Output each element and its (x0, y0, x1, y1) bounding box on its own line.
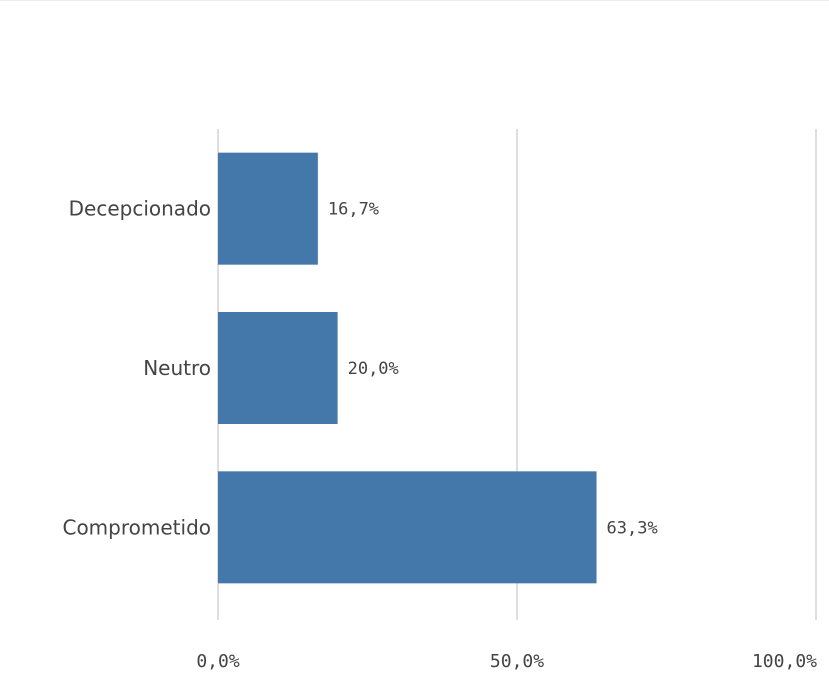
x-axis-ticks-group: 0,0% 50,0% 100,0% (196, 651, 817, 672)
value-labels-group: 16,7% 20,0% 63,3% (328, 200, 658, 539)
x-tick-label: 100,0% (752, 651, 817, 672)
category-label-decepcionado: Decepcionado (69, 197, 211, 221)
bar-decepcionado (218, 152, 318, 265)
x-tick-label: 0,0% (196, 651, 240, 672)
value-label-decepcionado: 16,7% (328, 200, 379, 220)
value-label-neutro: 20,0% (348, 359, 399, 379)
x-tick-label: 50,0% (490, 651, 544, 672)
bar-comprometido (218, 471, 597, 584)
bars-group (218, 152, 597, 584)
category-label-comprometido: Comprometido (62, 515, 211, 539)
bar-neutro (218, 312, 338, 424)
category-labels-group: Decepcionado Neutro Comprometido (62, 197, 211, 540)
category-label-neutro: Neutro (143, 356, 211, 380)
value-label-comprometido: 63,3% (607, 518, 658, 538)
